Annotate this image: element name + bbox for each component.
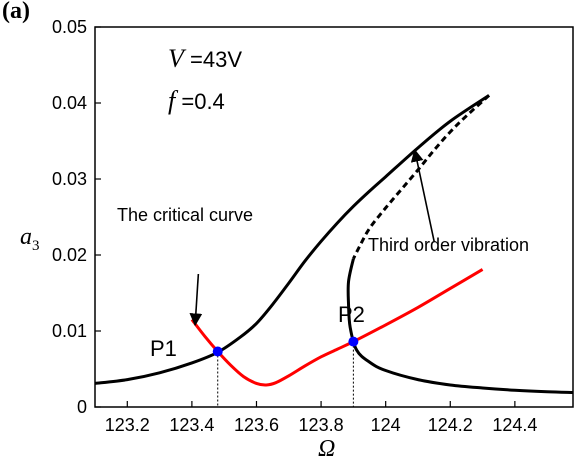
panel-label: (a) <box>2 0 30 24</box>
series-line-3 <box>346 258 573 395</box>
series-line-4 <box>190 268 484 387</box>
y-tick-label: 0.03 <box>52 169 87 189</box>
series-line-2 <box>352 94 491 260</box>
points-layer <box>212 336 359 357</box>
third-order-vibration-label: Third order vibration <box>368 235 530 255</box>
y-tick-label: 0.01 <box>52 321 87 341</box>
marker-p1 <box>212 346 223 357</box>
force-parameter: f =0.4 <box>168 86 225 116</box>
point-label-p2: P2 <box>338 302 365 327</box>
marker-p2 <box>348 336 359 347</box>
annotation-arrow-2 <box>410 148 435 242</box>
ticks-layer: 123.2 123.4 123.6 123.8 124 124.2 124.4 0 0.01 0.… <box>52 17 537 435</box>
x-tick-label: 124.2 <box>428 415 473 435</box>
guides-layer <box>217 341 354 407</box>
y-tick-label: 0.04 <box>52 93 87 113</box>
y-axis-label: a3 <box>20 224 40 255</box>
x-tick-label: 123.4 <box>169 415 214 435</box>
force-symbol: f <box>168 86 176 115</box>
series-layer <box>95 94 573 395</box>
y-axis-label-subscript: 3 <box>32 237 40 254</box>
y-axis-label-base: a <box>20 224 32 250</box>
y-tick-label: 0.02 <box>52 245 87 265</box>
annotation-arrow-1 <box>189 273 203 327</box>
series-line-1 <box>95 94 490 385</box>
point-label-p1: P1 <box>150 336 177 361</box>
force-value: =0.4 <box>181 89 225 114</box>
voltage-value: =43V <box>190 47 243 72</box>
voltage-symbol: V <box>168 44 184 73</box>
voltage-parameter: V =43V <box>168 44 242 74</box>
x-tick-label: 123.2 <box>105 415 150 435</box>
x-tick-label: 124.4 <box>492 415 537 435</box>
critical-curve-label: The critical curve <box>117 205 254 225</box>
x-axis-label: Ω <box>318 436 336 462</box>
y-tick-label: 0 <box>77 397 87 417</box>
x-tick-label: 124 <box>371 415 401 435</box>
x-tick-label: 123.6 <box>234 415 279 435</box>
y-tick-label: 0.05 <box>52 17 87 37</box>
plot-frame <box>94 26 574 408</box>
x-tick-label: 123.8 <box>299 415 344 435</box>
arrows-layer <box>189 148 435 327</box>
